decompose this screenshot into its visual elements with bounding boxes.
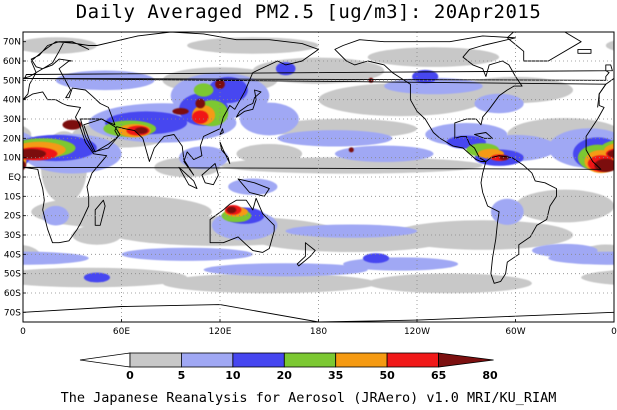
lon-tick-label: 120W xyxy=(404,327,430,337)
lat-tick-label: 60S xyxy=(4,289,21,299)
lat-tick-label: 30S xyxy=(4,231,21,241)
pm25-region xyxy=(72,225,122,245)
colorbar-labels: 0 5 10 20 35 50 65 80 xyxy=(126,369,498,382)
pm25-region xyxy=(195,98,206,109)
coastline-great-britain xyxy=(24,64,613,81)
pm25-region xyxy=(348,147,354,153)
lat-tick-label: 70S xyxy=(4,308,21,318)
lat-tick-label: 30N xyxy=(3,115,21,125)
pm25-region xyxy=(594,158,614,172)
pm25-region xyxy=(275,62,296,76)
coastline-philippines xyxy=(219,141,231,164)
lat-tick-label: 10N xyxy=(3,154,21,164)
colorbar-label: 20 xyxy=(277,369,293,382)
lat-tick-label: EQ xyxy=(8,173,21,183)
coastline-new-guinea xyxy=(237,178,270,197)
pm25-region xyxy=(55,70,155,91)
coastline-new-zealand xyxy=(296,242,316,267)
pm25-region xyxy=(172,108,189,115)
colorbar-label: 5 xyxy=(178,369,186,382)
colorbar-box xyxy=(232,352,285,368)
pm25-region xyxy=(285,224,417,238)
lat-tick-label: 70N xyxy=(3,38,21,48)
lat-tick-label: 60N xyxy=(3,57,21,67)
pm25-region xyxy=(277,130,393,147)
colorbar-box xyxy=(180,352,234,368)
pm25-region xyxy=(193,83,214,97)
latitude-labels: 70N 60N 50N 40N 30N 20N 10N EQ 10S 20S 30S 40S 50S 60… xyxy=(3,38,26,318)
lat-tick-label: 40N xyxy=(3,96,21,106)
lon-tick-label: 120E xyxy=(209,327,232,337)
pm25-region xyxy=(367,47,500,67)
lon-tick-label: 60E xyxy=(113,327,130,337)
pm25-region xyxy=(236,144,303,164)
pm25-region xyxy=(474,93,524,114)
pm25-region xyxy=(362,253,390,264)
coastline-iceland xyxy=(577,48,592,54)
colorbar-boxes xyxy=(79,352,494,368)
coastline-japan xyxy=(235,89,262,118)
colorbar-box xyxy=(386,352,439,368)
coastline-sumatra xyxy=(178,166,198,190)
colorbar-label: 0 xyxy=(126,369,134,382)
lat-tick-label: 40S xyxy=(4,250,21,260)
lon-tick-label: 60W xyxy=(505,327,525,337)
pm25-region xyxy=(23,148,46,159)
pm25-region xyxy=(367,273,532,294)
colorbar-label: 50 xyxy=(379,369,395,382)
lat-lon-gridlines xyxy=(23,32,614,322)
pm25-contour-fields xyxy=(23,37,614,294)
pm25-region xyxy=(226,206,237,214)
pm25-region xyxy=(192,110,209,124)
pm25-region xyxy=(581,270,614,285)
coastline-madagascar xyxy=(94,199,106,226)
pm25-region xyxy=(162,273,376,294)
lat-tick-label: 50S xyxy=(4,270,21,280)
colorbar-label: 35 xyxy=(328,369,343,382)
coastline-taiwan xyxy=(219,128,224,135)
pm25-map: 70N 60N 50N 40N 30N 20N 10N EQ 10S 20S 30S 40S 50S 60… xyxy=(3,31,617,337)
coastline-north-america xyxy=(334,35,523,162)
coastline-cuba xyxy=(474,132,493,139)
pm25-region xyxy=(23,251,89,265)
colorbar-extend-low xyxy=(79,352,131,368)
lon-tick-label: 0 xyxy=(20,327,26,337)
coastline-arabia-fill xyxy=(80,118,121,153)
lon-tick-label: 180 xyxy=(310,327,327,337)
pm25-region xyxy=(83,272,110,283)
pm25-region xyxy=(490,198,524,225)
pm25-region xyxy=(605,40,614,51)
pm25-region xyxy=(228,178,278,195)
colorbar-extend-high xyxy=(438,352,494,368)
coastline-australia xyxy=(209,197,275,253)
lat-tick-label: 50N xyxy=(3,76,21,86)
pm25-region xyxy=(532,243,598,258)
coastline-greenland xyxy=(506,32,582,62)
pm25-region xyxy=(134,127,148,134)
colorbar-label: 65 xyxy=(431,369,446,382)
pm25-region xyxy=(392,220,573,250)
pm25-region xyxy=(23,37,97,54)
lat-tick-label: 20N xyxy=(3,134,21,144)
pm25-region xyxy=(203,263,368,277)
data-source-footer: The Japanese Reanalysis for Aerosol (JRA… xyxy=(60,390,557,406)
pm25-region xyxy=(607,149,614,158)
colorbar-label: 80 xyxy=(482,369,498,382)
colorbar-label: 10 xyxy=(225,369,241,382)
lat-tick-label: 20S xyxy=(4,212,21,222)
pm25-region xyxy=(239,102,299,136)
coastline-borneo xyxy=(201,163,219,186)
lat-tick-label: 10S xyxy=(4,192,21,202)
colorbar-box xyxy=(283,352,337,368)
coastline-south-america xyxy=(480,155,557,284)
pm25-region xyxy=(62,119,83,130)
colorbar-box xyxy=(129,352,182,368)
longitude-labels: 0 60E 120E 180 120W 60W 0 xyxy=(20,319,617,337)
lon-tick-label: 0 xyxy=(611,327,617,337)
colorbar-box xyxy=(335,352,388,368)
pm25-region xyxy=(515,189,614,223)
coastline-iberia-wrap xyxy=(597,78,614,108)
map-title: Daily Averaged PM2.5 [ug/m3]: 20Apr2015 xyxy=(75,1,542,23)
